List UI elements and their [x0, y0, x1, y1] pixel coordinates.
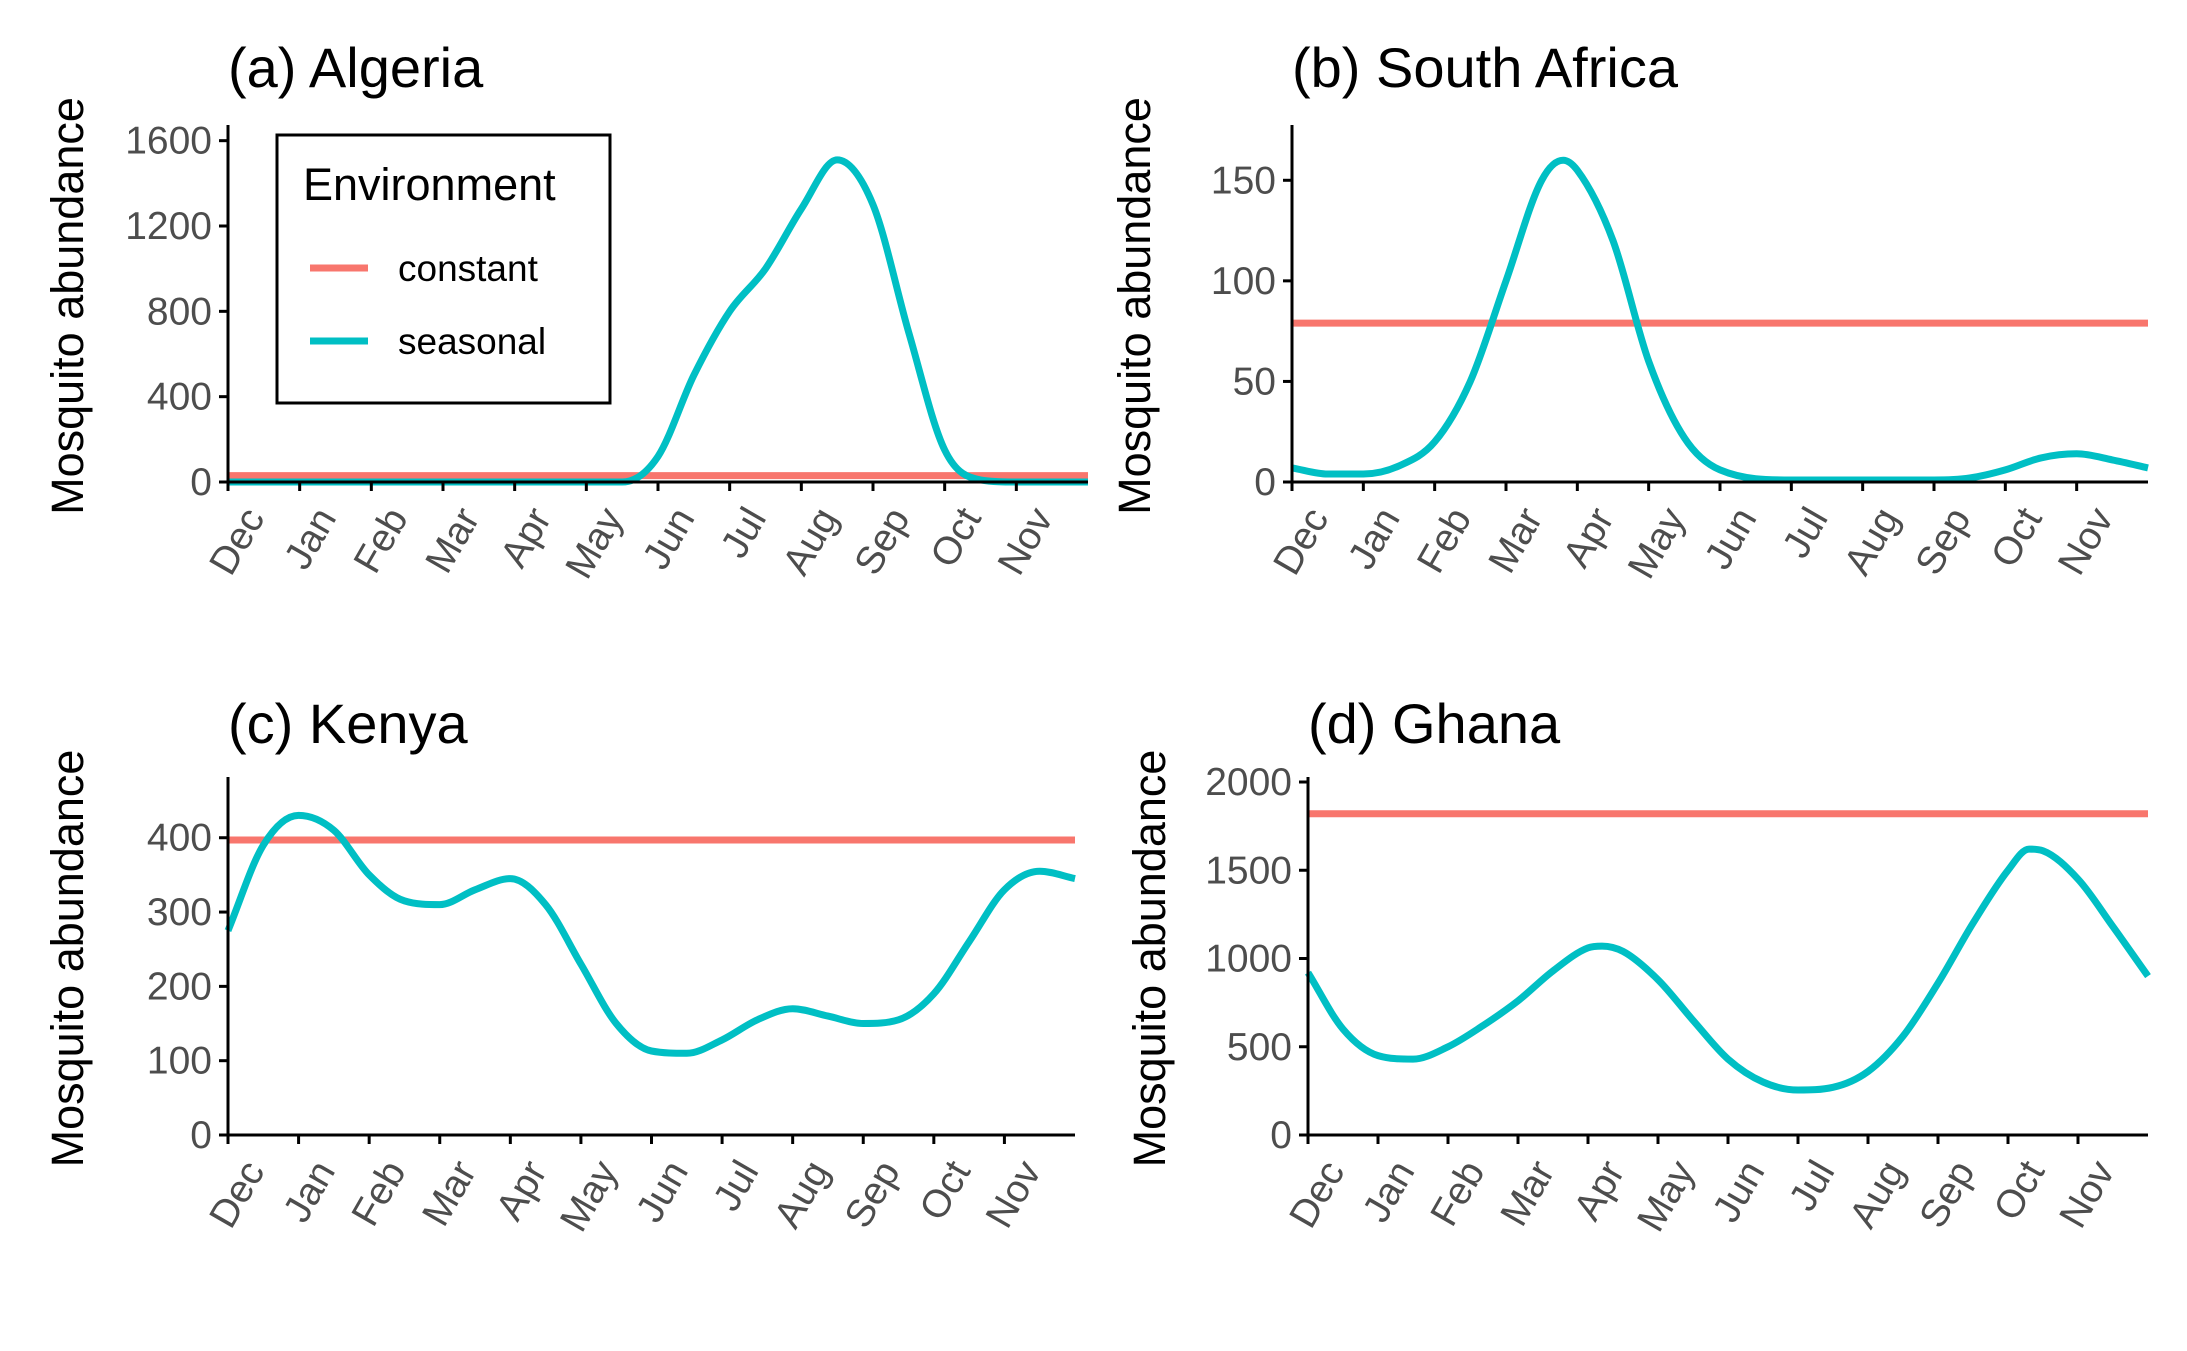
panel-d: (d) Ghana Mosquito abundance 0 500 1000 1500 2…: [1124, 692, 2151, 1239]
y-tick-label: 200: [147, 965, 212, 1008]
y-tick-label: 1600: [125, 120, 212, 163]
x-tick-label: Feb: [346, 501, 417, 581]
panel-b: (b) South Africa Mosquito abundance 0 50 100…: [1109, 36, 2149, 586]
x-tick-label: Jul: [705, 1154, 767, 1219]
y-tick-label: 0: [1254, 461, 1276, 504]
y-axis-label: Mosquito abundance: [42, 750, 93, 1168]
y-tick-label: 400: [147, 817, 212, 860]
y-axis-label: Mosquito abundance: [1109, 97, 1160, 515]
y-tick-label: 2000: [1205, 761, 1292, 804]
x-tick-label: Nov: [990, 500, 1062, 582]
x-tick-label: Oct: [1983, 500, 2051, 574]
series-line-seasonal: [1291, 156, 2149, 484]
series-line-seasonal: [1305, 845, 2151, 1094]
x-tick-label: Aug: [1841, 1154, 1913, 1236]
x-tick-label: May: [1620, 500, 1694, 586]
x-tick-label: Jun: [1705, 1154, 1774, 1230]
x-tick-label: Apr: [492, 501, 560, 575]
y-tick-label: 100: [1211, 260, 1276, 303]
y-tick-label: 1000: [1205, 938, 1292, 981]
x-tick-label: May: [1629, 1153, 1703, 1239]
x-tick-label: Aug: [766, 1154, 838, 1236]
legend-label-constant: constant: [398, 248, 539, 289]
x-tick-label: Dec: [201, 501, 273, 583]
legend: Environment constant seasonal: [275, 133, 612, 405]
y-tick-label: 1200: [125, 205, 212, 248]
series-line-seasonal: [224, 811, 1076, 1057]
y-tick-label: 50: [1233, 360, 1276, 403]
x-tick-label: Feb: [1423, 1154, 1494, 1234]
x-tick-label: Oct: [1986, 1153, 2054, 1227]
y-tick-label: 0: [1270, 1114, 1292, 1157]
x-tick-label: Jul: [1781, 1154, 1843, 1219]
panel-title: (a) Algeria: [228, 36, 484, 99]
y-axis-label: Mosquito abundance: [1124, 750, 1175, 1168]
x-tick-label: Oct: [912, 1153, 980, 1227]
x-tick-label: Mar: [414, 1154, 485, 1234]
legend-label-seasonal: seasonal: [398, 321, 546, 362]
legend-title: Environment: [303, 159, 556, 210]
panel-c: (c) Kenya Mosquito abundance 0 100 200 300 400…: [42, 692, 1076, 1239]
x-tick-label: Dec: [1281, 1154, 1353, 1236]
y-axis-label: Mosquito abundance: [42, 97, 93, 515]
y-tick-label: 400: [147, 376, 212, 419]
x-tick-label: Feb: [344, 1154, 415, 1234]
x-tick-label: Jun: [1697, 501, 1766, 577]
x-tick-label: May: [558, 500, 632, 586]
x-tick-label: Sep: [846, 501, 918, 583]
x-tick-label: Jun: [635, 501, 704, 577]
x-tick-label: Jan: [276, 501, 345, 577]
x-tick-label: Nov: [2050, 500, 2122, 582]
y-tick-label: 800: [147, 290, 212, 333]
x-tick-label: Apr: [1555, 501, 1623, 575]
y-tick-label: 300: [147, 891, 212, 934]
y-tick-label: 0: [190, 461, 212, 504]
x-tick-label: Dec: [201, 1154, 273, 1236]
y-tick-label: 100: [147, 1040, 212, 1083]
x-tick-label: May: [552, 1153, 626, 1239]
y-tick-label: 0: [190, 1114, 212, 1157]
x-tick-label: Oct: [922, 500, 990, 574]
x-tick-label: Mar: [1493, 1154, 1564, 1234]
x-tick-label: Mar: [1481, 501, 1552, 581]
x-tick-label: Aug: [1836, 501, 1908, 583]
x-tick-label: Sep: [837, 1154, 909, 1236]
x-tick-label: Feb: [1409, 501, 1480, 581]
x-tick-label: Aug: [775, 501, 847, 583]
x-tick-label: Jan: [1340, 501, 1409, 577]
x-tick-label: Sep: [1911, 1154, 1983, 1236]
y-tick-label: 500: [1227, 1026, 1292, 1069]
y-tick-label: 150: [1211, 159, 1276, 202]
x-tick-label: Jul: [713, 501, 775, 566]
x-tick-label: Jul: [1775, 501, 1837, 566]
x-tick-label: Sep: [1907, 501, 1979, 583]
y-tick-label: 1500: [1205, 849, 1292, 892]
panel-title: (c) Kenya: [228, 692, 468, 755]
x-tick-label: Nov: [978, 1153, 1050, 1235]
x-tick-label: Apr: [1566, 1154, 1634, 1228]
panel-title: (b) South Africa: [1292, 36, 1679, 99]
x-tick-label: Nov: [2051, 1153, 2123, 1235]
x-tick-label: Jan: [1355, 1154, 1424, 1230]
x-tick-label: Apr: [488, 1154, 556, 1228]
x-tick-label: Dec: [1265, 501, 1337, 583]
x-tick-label: Jun: [628, 1154, 697, 1230]
x-tick-label: Jan: [275, 1154, 344, 1230]
x-tick-label: Mar: [418, 501, 489, 581]
panel-title: (d) Ghana: [1308, 692, 1561, 755]
